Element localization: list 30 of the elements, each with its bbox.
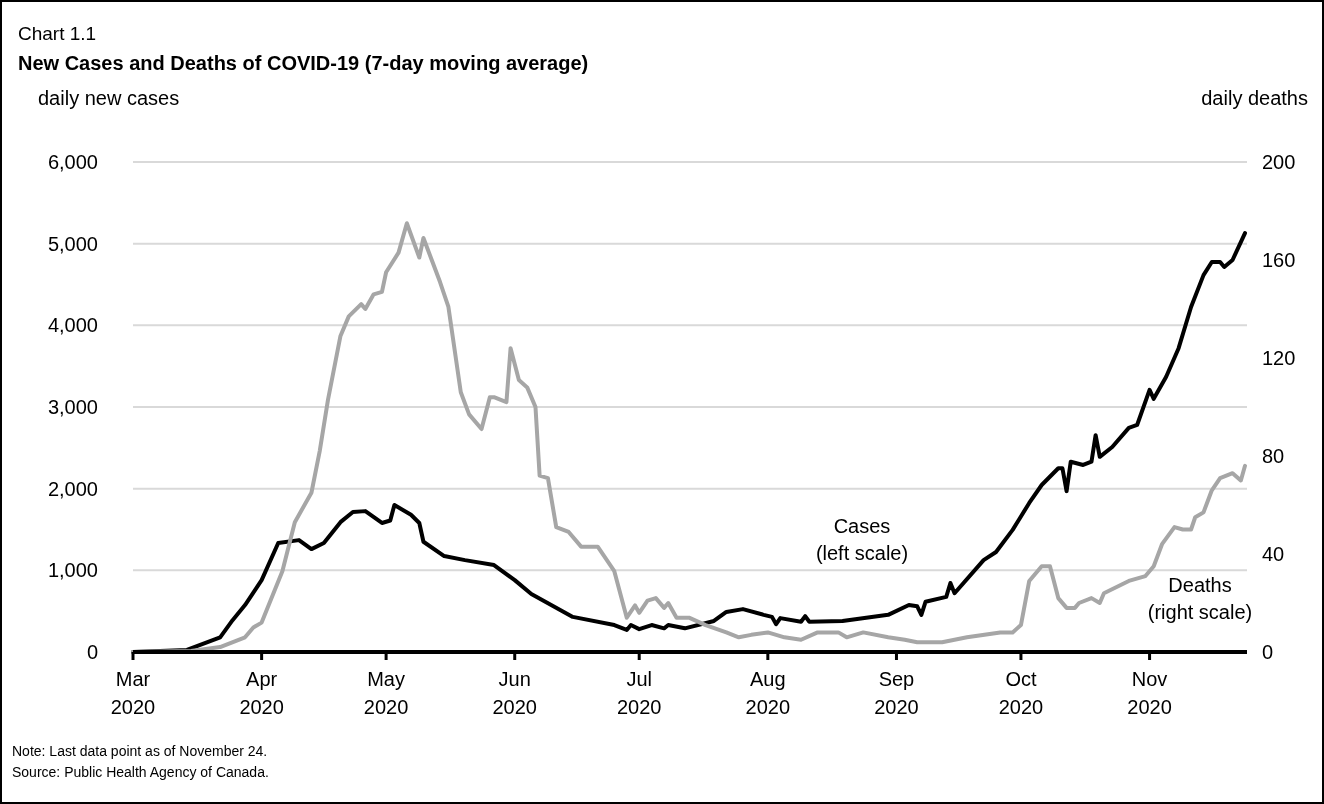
x-tick-label: Jun 2020 — [492, 668, 537, 718]
source-note: Source: Public Health Agency of Canada. — [12, 764, 269, 780]
y2-tick-label: 40 — [1262, 543, 1285, 565]
chart-title: New Cases and Deaths of COVID-19 (7-day moving average) — [18, 52, 589, 74]
y-tick-label: 3,000 — [47, 396, 98, 418]
y-tick-label: 5,000 — [47, 232, 98, 255]
x-tick-label: Sep 2020 — [874, 668, 919, 718]
text: Cases (left scale) — [815, 515, 909, 564]
y2-tick-label: 200 — [1262, 151, 1296, 173]
y2-tick-label: 160 — [1262, 249, 1296, 271]
y2-tick-label: 120 — [1262, 347, 1296, 369]
x-tick-label: Oct 2020 — [998, 668, 1044, 718]
y-tick-label: 1,000 — [47, 559, 98, 582]
y2-tick-label: 80 — [1262, 445, 1285, 467]
y-tick-label: 2,000 — [47, 477, 98, 500]
text: Note: Last data point as of November 24. — [12, 743, 268, 759]
x-tick-label: Mar 2020 — [110, 668, 156, 718]
y2-tick-label: 0 — [1262, 641, 1274, 663]
series-label: Deaths (right scale) — [1147, 574, 1253, 623]
x-tick-label: Apr 2020 — [239, 668, 284, 718]
y-tick-label: 6,000 — [47, 151, 98, 173]
y-tick-label: 4,000 — [47, 314, 98, 337]
x-tick-label: Nov 2020 — [1127, 668, 1172, 718]
y-axis-title: daily new cases — [38, 87, 180, 109]
x-tick-label: Aug 2020 — [745, 668, 791, 718]
x-tick-label: May 2020 — [363, 668, 409, 718]
x-tick-label: Jul 2020 — [616, 668, 662, 718]
y2-axis-title: daily deaths — [1201, 87, 1308, 109]
y-tick-label: 0 — [86, 641, 98, 663]
chart-subtitle: Chart 1.1 — [18, 23, 97, 44]
